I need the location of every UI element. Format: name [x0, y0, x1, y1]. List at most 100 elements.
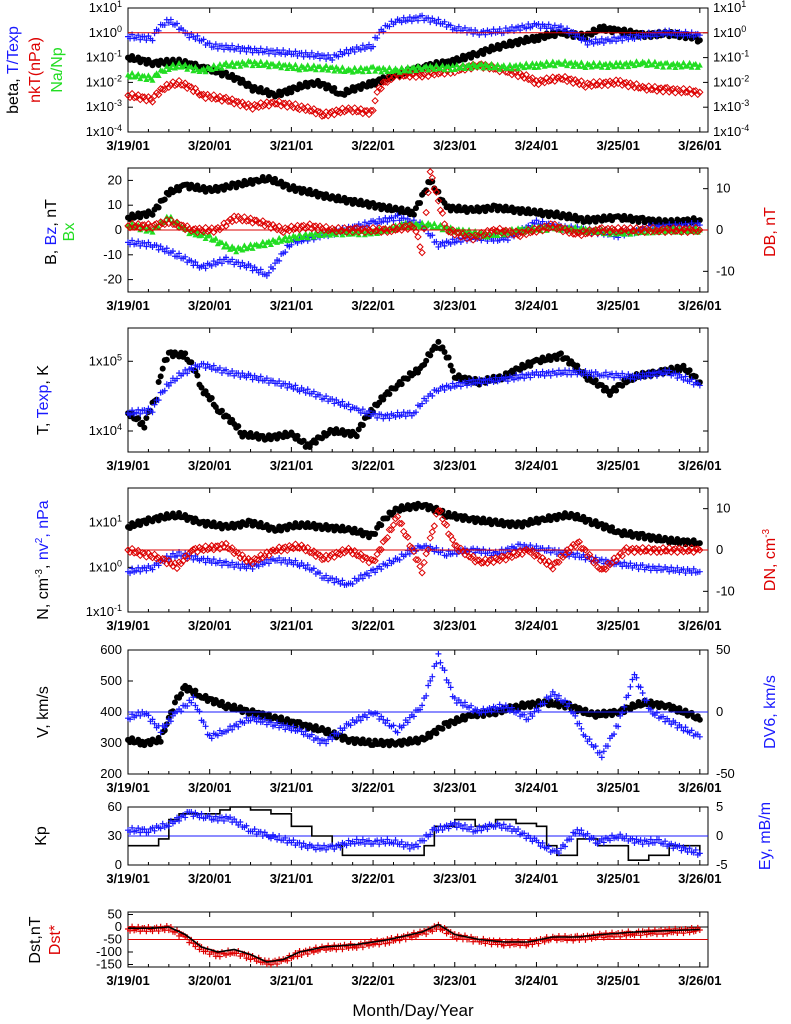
- data-point: [248, 560, 257, 568]
- data-point: [547, 693, 554, 700]
- data-point: [486, 704, 493, 711]
- data-point: [331, 400, 338, 407]
- data-point: [259, 553, 267, 562]
- data-point: [178, 691, 185, 698]
- data-point: [133, 567, 140, 574]
- data-point: [428, 174, 437, 182]
- data-point: [555, 558, 563, 567]
- data-point: [615, 63, 622, 69]
- data-point: [651, 58, 658, 65]
- data-point: [177, 221, 185, 229]
- data-point: [185, 549, 193, 557]
- data-point: [377, 84, 385, 93]
- data-point: [582, 733, 589, 740]
- data-point: [198, 384, 205, 391]
- data-point: [427, 677, 434, 684]
- data-point: [527, 62, 534, 69]
- data-point: [564, 25, 571, 32]
- y-tick-label: 30: [108, 828, 122, 843]
- data-point: [592, 518, 599, 525]
- data-point: [339, 231, 346, 238]
- y-tick-label: -150: [96, 957, 122, 972]
- data-point: [223, 254, 230, 261]
- data-point: [577, 544, 586, 553]
- data-point: [376, 841, 383, 848]
- data-point: [406, 68, 413, 74]
- data-point: [553, 74, 561, 82]
- data-point: [220, 244, 227, 250]
- data-point: [167, 718, 174, 725]
- data-point: [214, 94, 222, 103]
- data-point: [553, 371, 560, 378]
- data-point: [433, 730, 440, 737]
- data-point: [439, 725, 446, 732]
- data-point: [557, 23, 564, 30]
- data-point: [480, 705, 487, 712]
- data-point: [594, 62, 601, 69]
- data-point: [521, 711, 528, 718]
- data-point: [196, 708, 203, 715]
- data-point: [524, 226, 532, 234]
- data-point: [148, 98, 157, 106]
- data-point: [402, 551, 409, 558]
- data-point: [696, 733, 703, 740]
- y-tick-label: 500: [100, 673, 122, 688]
- data-point: [530, 79, 539, 88]
- data-point: [157, 825, 164, 832]
- data-point: [404, 841, 411, 848]
- data-point: [289, 225, 298, 234]
- data-point: [590, 40, 597, 47]
- data-point: [439, 344, 446, 351]
- data-point: [267, 835, 274, 842]
- data-point: [626, 545, 635, 554]
- data-point: [302, 565, 309, 572]
- data-point: [453, 238, 460, 245]
- data-point: [378, 411, 385, 418]
- data-point: [574, 550, 581, 557]
- data-point: [228, 544, 236, 552]
- data-point: [500, 62, 507, 68]
- data-point: [263, 46, 270, 53]
- data-point: [518, 228, 526, 236]
- data-point: [229, 71, 236, 78]
- right-axis-label: DN, cm-3: [761, 528, 779, 591]
- data-point: [418, 248, 426, 257]
- data-point: [439, 383, 446, 390]
- data-point: [214, 732, 221, 739]
- data-point: [174, 375, 181, 382]
- data-point: [383, 533, 392, 542]
- data-point: [233, 184, 240, 191]
- data-point: [547, 61, 554, 68]
- data-point: [141, 406, 148, 413]
- data-point: [627, 560, 634, 567]
- data-point: [173, 564, 181, 573]
- data-point: [202, 68, 209, 75]
- data-point: [696, 850, 703, 857]
- x-tick-label: 3/24/01: [515, 138, 558, 153]
- data-point: [526, 75, 535, 84]
- data-point: [263, 375, 270, 382]
- data-point: [498, 229, 506, 237]
- data-point: [367, 106, 375, 115]
- data-point: [611, 34, 618, 41]
- data-point: [598, 64, 605, 70]
- data-point: [250, 554, 259, 563]
- data-point: [451, 541, 459, 550]
- data-point: [591, 81, 600, 89]
- data-point: [365, 837, 372, 844]
- y-tick-label: 1x100: [713, 24, 746, 40]
- data-point: [464, 237, 471, 244]
- data-point: [379, 225, 387, 233]
- data-point: [129, 237, 136, 244]
- data-point: [351, 48, 358, 55]
- data-point: [637, 34, 644, 41]
- data-point: [198, 810, 205, 817]
- data-point: [611, 731, 618, 738]
- data-point: [525, 716, 532, 723]
- data-point: [137, 829, 144, 836]
- data-point: [446, 228, 455, 236]
- data-point: [461, 821, 468, 828]
- data-point: [391, 226, 400, 234]
